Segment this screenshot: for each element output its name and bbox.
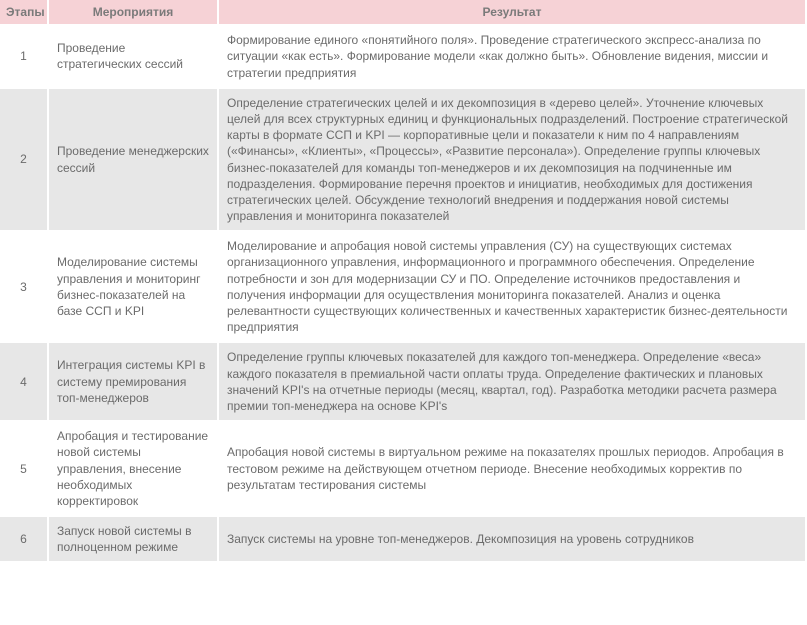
stages-table: Этапы Мероприятия Результат 1 Проведение… (0, 0, 807, 563)
table-body: 1 Проведение стратегических сессий Форми… (0, 25, 806, 562)
table-row: 6 Запуск новой системы в полноценном реж… (0, 516, 806, 562)
cell-result: Запуск системы на уровне топ-менеджеров.… (218, 516, 806, 562)
table-row: 3 Моделирование системы управления и мон… (0, 231, 806, 342)
table-row: 5 Апробация и тестирование новой системы… (0, 421, 806, 516)
cell-result: Моделирование и апробация новой системы … (218, 231, 806, 342)
table-row: 4 Интеграция системы KPI в систему преми… (0, 342, 806, 421)
cell-stage: 3 (0, 231, 48, 342)
cell-event: Апробация и тестирование новой системы у… (48, 421, 218, 516)
cell-result: Формирование единого «понятийного поля».… (218, 25, 806, 88)
cell-result: Апробация новой системы в виртуальном ре… (218, 421, 806, 516)
cell-result: Определение группы ключевых показателей … (218, 342, 806, 421)
col-header-result: Результат (218, 0, 806, 25)
stages-table-container: Этапы Мероприятия Результат 1 Проведение… (0, 0, 807, 563)
col-header-event: Мероприятия (48, 0, 218, 25)
table-header-row: Этапы Мероприятия Результат (0, 0, 806, 25)
cell-stage: 5 (0, 421, 48, 516)
col-header-stage: Этапы (0, 0, 48, 25)
cell-stage: 6 (0, 516, 48, 562)
cell-event: Проведение стратегических сессий (48, 25, 218, 88)
cell-event: Моделирование системы управления и монит… (48, 231, 218, 342)
cell-stage: 1 (0, 25, 48, 88)
cell-event: Интеграция системы KPI в систему премиро… (48, 342, 218, 421)
cell-event: Запуск новой системы в полноценном режим… (48, 516, 218, 562)
table-row: 1 Проведение стратегических сессий Форми… (0, 25, 806, 88)
cell-stage: 4 (0, 342, 48, 421)
table-row: 2 Проведение менеджерских сессий Определ… (0, 88, 806, 232)
cell-result: Определение стратегических целей и их де… (218, 88, 806, 232)
cell-event: Проведение менеджерских сессий (48, 88, 218, 232)
cell-stage: 2 (0, 88, 48, 232)
